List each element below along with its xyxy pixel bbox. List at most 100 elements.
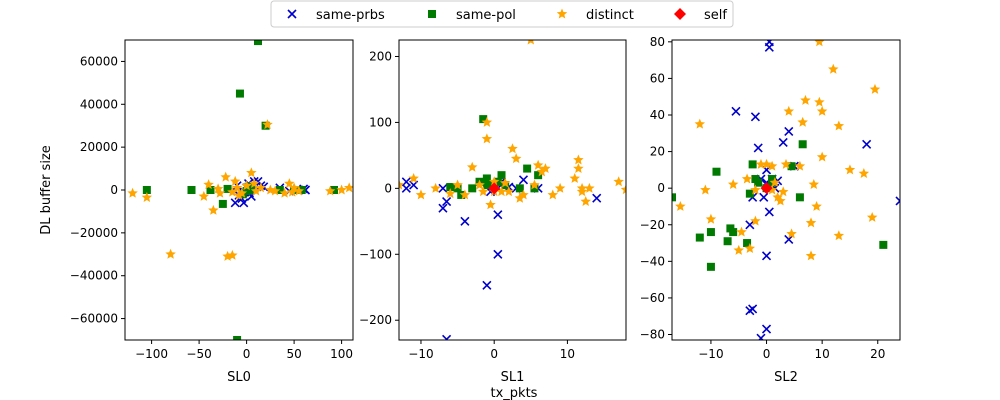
x-tick-label: 10: [815, 347, 830, 361]
subplot-sl2: −10 0 10 20 −80 −60 −40 −20 0 20 40 60 80 SL2: [640, 35, 901, 385]
point-distinct: [744, 243, 756, 253]
point-distinct: [430, 182, 441, 193]
point-same-prbs: [745, 220, 755, 230]
point-same-pol: [235, 89, 244, 98]
x-tick-label: −50: [186, 347, 211, 361]
y-tick-label: 20000: [80, 140, 118, 154]
legend-entry-self: self: [674, 8, 727, 23]
legend-marker-distinct: [556, 8, 568, 19]
subplot-x-label: SL2: [774, 370, 798, 385]
point-same-pol: [254, 40, 262, 46]
point-same-pol: [275, 186, 284, 194]
x-axis-label: tx_pkts: [491, 386, 538, 400]
subplot-x-label: SL0: [227, 370, 251, 385]
y-tick-label: −20000: [70, 226, 118, 240]
point-distinct: [529, 179, 540, 190]
point-distinct: [481, 133, 493, 144]
x-tick-label: −100: [135, 347, 168, 361]
point-distinct: [569, 172, 580, 183]
point-distinct: [507, 143, 518, 154]
y-tick-label: −40: [640, 254, 665, 268]
point-distinct: [481, 116, 493, 127]
point-same-pol: [530, 184, 539, 193]
point-distinct: [324, 185, 336, 196]
point-distinct: [797, 116, 808, 127]
point-distinct: [736, 226, 747, 237]
point-same-pol: [233, 336, 242, 340]
point-same-prbs: [764, 42, 774, 52]
y-tick-label: 40: [650, 108, 665, 122]
point-distinct: [755, 158, 767, 169]
point-distinct: [694, 118, 706, 129]
point-distinct: [474, 179, 485, 190]
point-same-pol: [879, 240, 888, 249]
point-distinct: [536, 166, 548, 177]
legend-marker-self: [674, 8, 686, 20]
point-distinct: [733, 244, 744, 255]
point-same-pol: [453, 184, 462, 193]
point-same-prbs: [784, 126, 794, 137]
point-distinct: [573, 154, 584, 165]
point-distinct: [783, 105, 795, 116]
point-distinct: [229, 175, 241, 186]
point-distinct: [761, 158, 772, 169]
legend-label-same-pol: same-pol: [456, 8, 516, 23]
y-tick-label: 60000: [80, 54, 118, 68]
point-same-pol: [672, 193, 676, 202]
point-same-pol: [706, 262, 715, 271]
point-same-pol: [748, 160, 757, 169]
point-same-prbs: [784, 234, 794, 244]
x-tick-label: 0: [763, 347, 771, 361]
point-same-pol: [723, 237, 732, 246]
point-distinct: [212, 183, 224, 194]
point-same-pol: [242, 187, 251, 196]
x-tick-label: −10: [698, 347, 723, 361]
point-distinct: [675, 200, 686, 211]
point-distinct: [248, 178, 260, 189]
point-same-prbs: [239, 198, 249, 208]
point-same-pol: [482, 174, 491, 183]
point-same-pol: [745, 189, 754, 198]
point-distinct: [777, 186, 789, 197]
point-same-prbs: [460, 216, 470, 226]
point-distinct: [766, 184, 778, 195]
point-same-prbs: [761, 251, 772, 261]
point-distinct: [741, 173, 753, 184]
point-distinct: [573, 163, 584, 174]
y-tick-label: −60: [640, 291, 665, 305]
x-tick-label: 10: [560, 347, 575, 361]
legend-frame: [270, 0, 734, 28]
point-distinct: [231, 182, 243, 193]
legend-entry-same-pol: same-pol: [428, 8, 516, 23]
legend-label-same-prbs: same-prbs: [316, 8, 385, 23]
point-same-prbs: [493, 210, 503, 220]
point-distinct: [580, 196, 591, 206]
y-tick-label: −20: [640, 218, 665, 232]
legend-label-distinct: distinct: [586, 8, 634, 23]
point-same-pol: [751, 175, 760, 184]
point-same-pol: [534, 171, 543, 180]
y-tick-label: −80: [640, 328, 665, 342]
point-distinct: [477, 186, 489, 197]
point-distinct: [269, 185, 281, 196]
y-tick-label: 200: [369, 49, 392, 63]
legend-marker-same-pol: [428, 10, 436, 18]
point-distinct: [284, 178, 295, 189]
point-same-pol: [523, 164, 532, 173]
x-tick-label: 0: [490, 347, 498, 361]
point-distinct: [227, 186, 238, 197]
axes-frame: [124, 39, 354, 341]
y-tick-label: −60000: [70, 312, 118, 326]
point-self: [488, 182, 501, 195]
y-axis-label: DL buffer size: [39, 145, 54, 235]
point-distinct: [214, 187, 226, 198]
point-same-pol: [497, 171, 506, 180]
y-tick-label: 100: [369, 115, 392, 129]
point-distinct: [198, 190, 210, 201]
subplot-sl0: −100 −50 0 50 100 −60000 −40000 −20000 0 20000 400…: [70, 39, 354, 385]
point-distinct: [527, 40, 535, 45]
point-distinct: [727, 179, 739, 189]
point-distinct: [241, 180, 252, 191]
legend-entry-distinct: distinct: [556, 8, 634, 23]
point-same-prbs: [759, 192, 769, 202]
